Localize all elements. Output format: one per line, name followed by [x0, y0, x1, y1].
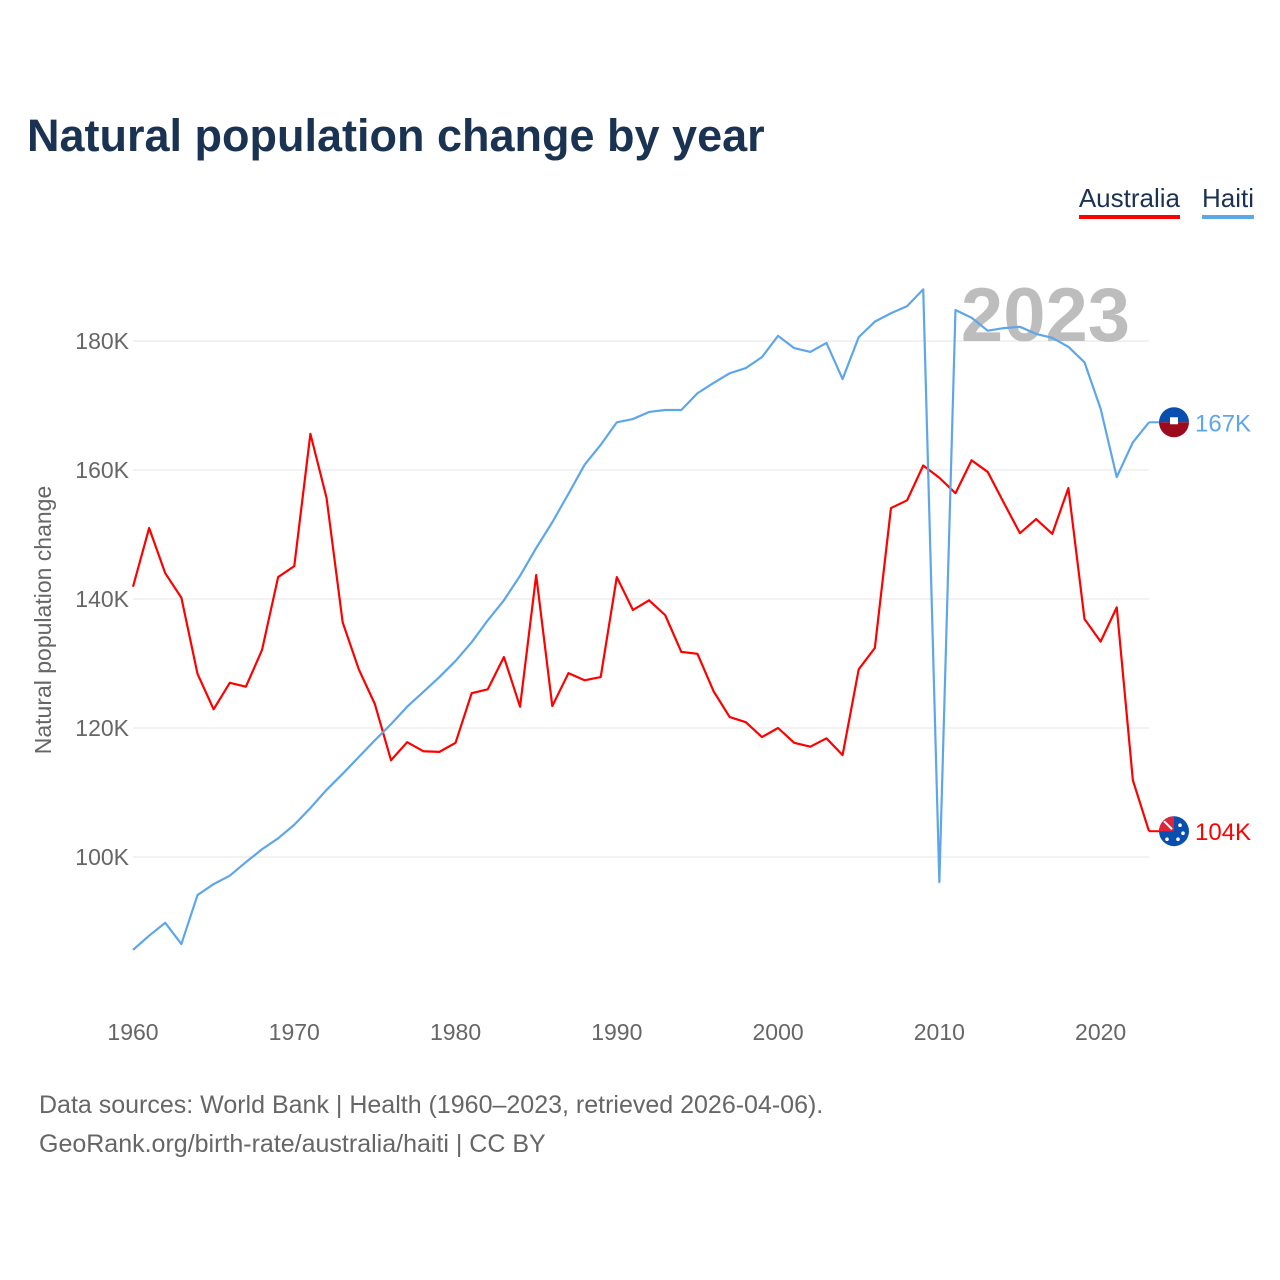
- series-line-haiti: [132, 288, 1150, 951]
- x-tick-label: 2000: [752, 1019, 803, 1045]
- data-source-text: Data sources: World Bank | Health (1960–…: [39, 1091, 824, 1119]
- attribution-link[interactable]: GeoRank.org/birth-rate/australia/haiti |…: [39, 1130, 546, 1158]
- x-tick-label: 1980: [430, 1019, 481, 1045]
- australia-flag-icon: [1159, 816, 1189, 847]
- gridlines: [133, 340, 1149, 858]
- chart-title: Natural population change by year: [27, 110, 765, 161]
- y-tick-label: 120K: [75, 715, 129, 741]
- end-value-label: 167K: [1195, 410, 1251, 437]
- x-tick-label: 1990: [591, 1019, 642, 1045]
- y-tick-label: 180K: [75, 328, 129, 354]
- legend: Australia Haiti: [1078, 183, 1254, 219]
- y-tick-label: 140K: [75, 586, 129, 612]
- x-tick-label: 1970: [269, 1019, 320, 1045]
- end-value-label: 104K: [1195, 819, 1251, 846]
- series-end-markers: 104K 167K: [1149, 407, 1251, 847]
- x-tick-label: 2020: [1075, 1019, 1126, 1045]
- y-axis-ticks: 100K 120K 140K 160K 180K: [75, 328, 129, 870]
- x-tick-label: 1960: [107, 1019, 158, 1045]
- x-axis-ticks: 1960 1970 1980 1990 2000 2010 2020: [107, 1019, 1126, 1045]
- series-line-australia: [131, 432, 1151, 832]
- year-watermark: 2023: [961, 273, 1130, 358]
- haiti-flag-icon: [1159, 407, 1189, 438]
- y-tick-label: 160K: [75, 457, 129, 483]
- footer: Data sources: World Bank | Health (1960–…: [39, 1086, 823, 1164]
- series-lines: [131, 288, 1151, 951]
- legend-item-haiti[interactable]: Haiti: [1201, 183, 1254, 219]
- x-tick-label: 2010: [914, 1019, 965, 1045]
- y-tick-label: 100K: [75, 844, 129, 870]
- y-axis-label: Natural population change: [30, 486, 56, 755]
- legend-item-australia[interactable]: Australia: [1078, 183, 1180, 219]
